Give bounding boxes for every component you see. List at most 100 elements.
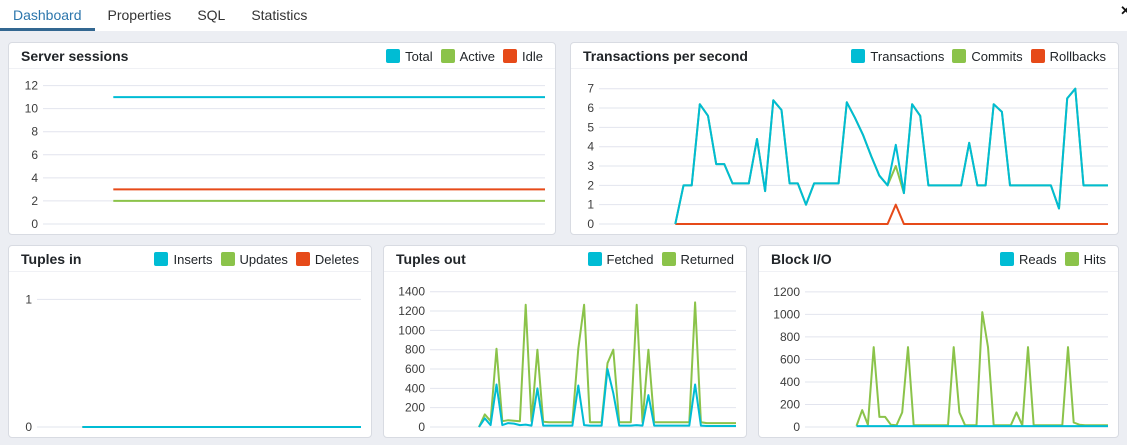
chart-legend: Inserts Updates Deletes: [146, 252, 359, 267]
chart-area-transactions-per-second: 0 1 2 3 4 5 6 7: [571, 69, 1118, 234]
legend-item-inserts: Inserts: [154, 252, 213, 267]
legend-item-fetched: Fetched: [587, 251, 654, 267]
chart-legend: Reads Hits: [992, 252, 1106, 267]
close-icon[interactable]: ✕: [1120, 3, 1127, 18]
panel-title: Server sessions: [21, 48, 129, 64]
svg-text:10: 10: [25, 102, 39, 116]
legend-swatch-icon: [851, 49, 866, 63]
svg-text:0: 0: [25, 420, 32, 434]
chart-legend: Total Active Idle: [378, 49, 543, 64]
svg-text:0: 0: [418, 420, 425, 434]
svg-text:5: 5: [587, 120, 594, 134]
panel-title: Tuples out: [396, 251, 466, 267]
line-chart-svg: 0 2 4 6 8 10 12: [25, 79, 545, 231]
legend-item-total: Total: [386, 48, 433, 64]
legend-label: Returned: [680, 251, 734, 267]
legend-swatch-icon: [220, 252, 235, 266]
panel-server-sessions: Server sessions Total Active Idle 0 2 4 6 8 10 12: [8, 42, 556, 235]
line-chart-svg: 0 200 400 600 800 1000 1200 1400: [398, 285, 736, 434]
legend-item-active: Active: [440, 48, 496, 64]
svg-text:0: 0: [587, 217, 594, 231]
svg-text:800: 800: [780, 330, 800, 344]
legend-item-commits: Commits: [952, 48, 1023, 64]
svg-text:600: 600: [405, 362, 425, 376]
svg-text:1000: 1000: [398, 323, 425, 337]
panel-block-io: Block I/O Reads Hits 0 200 400 600 800 1000 1200: [758, 245, 1119, 438]
panel-transactions-per-second: Transactions per second Transactions Commi…: [570, 42, 1119, 235]
chart-area-server-sessions: 0 2 4 6 8 10 12: [9, 69, 555, 234]
svg-text:6: 6: [587, 101, 594, 115]
svg-text:1000: 1000: [773, 307, 800, 321]
svg-text:400: 400: [780, 375, 800, 389]
panel-title: Transactions per second: [583, 48, 748, 64]
svg-text:200: 200: [405, 401, 425, 415]
panel-header: Block I/O Reads Hits: [759, 246, 1118, 272]
legend-label: Fetched: [606, 251, 654, 267]
legend-item-returned: Returned: [661, 251, 734, 267]
tab-bar: Dashboard Properties SQL Statistics ✕: [0, 0, 1127, 31]
legend-swatch-icon: [295, 252, 310, 266]
legend-item-rollbacks: Rollbacks: [1030, 48, 1106, 64]
legend-label: Updates: [239, 251, 288, 267]
svg-text:2: 2: [31, 194, 38, 208]
svg-text:0: 0: [31, 217, 38, 231]
dashboard-content: Server sessions Total Active Idle 0 2 4 6 8 10 12 T…: [0, 31, 1127, 445]
panel-header: Transactions per second Transactions Commi…: [571, 43, 1118, 69]
svg-text:1200: 1200: [773, 285, 800, 299]
chart-legend: Transactions Commits Rollbacks: [843, 49, 1106, 64]
svg-text:1: 1: [25, 292, 32, 306]
svg-text:2: 2: [587, 178, 594, 192]
svg-text:1400: 1400: [398, 285, 425, 299]
tab-properties[interactable]: Properties: [107, 7, 172, 23]
legend-label: Reads: [1019, 251, 1057, 267]
svg-text:6: 6: [31, 148, 38, 162]
legend-item-transactions: Transactions: [851, 49, 944, 64]
legend-label: Rollbacks: [1049, 48, 1106, 64]
tab-dashboard[interactable]: Dashboard: [0, 0, 95, 31]
svg-text:7: 7: [587, 82, 594, 96]
svg-text:12: 12: [25, 79, 39, 93]
legend-label: Hits: [1083, 251, 1106, 267]
legend-label: Idle: [522, 48, 543, 64]
svg-text:4: 4: [31, 171, 38, 185]
svg-text:4: 4: [587, 140, 594, 154]
legend-item-idle: Idle: [503, 49, 543, 64]
legend-swatch-icon: [386, 49, 401, 63]
legend-item-hits: Hits: [1064, 251, 1106, 267]
tab-sql[interactable]: SQL: [197, 7, 226, 23]
legend-swatch-icon: [587, 252, 602, 266]
legend-label: Active: [459, 48, 496, 64]
svg-text:1200: 1200: [398, 304, 425, 318]
tab-statistics[interactable]: Statistics: [251, 7, 308, 23]
panel-title: Block I/O: [771, 251, 832, 267]
svg-text:0: 0: [793, 420, 800, 434]
legend-swatch-icon: [1064, 252, 1079, 266]
panel-header: Tuples out Fetched Returned: [384, 246, 746, 272]
panel-header: Server sessions Total Active Idle: [9, 43, 555, 69]
legend-label: Transactions: [870, 48, 945, 64]
legend-swatch-icon: [154, 252, 169, 266]
legend-swatch-icon: [503, 49, 518, 63]
svg-text:3: 3: [587, 159, 594, 173]
charts-row-2: Tuples in Inserts Updates Deletes 0 1 Tuples o…: [8, 245, 1119, 438]
legend-swatch-icon: [440, 49, 455, 63]
legend-swatch-icon: [1000, 252, 1015, 266]
svg-text:800: 800: [405, 343, 425, 357]
svg-text:400: 400: [405, 381, 425, 395]
legend-swatch-icon: [661, 252, 676, 266]
line-chart-svg: 0 1 2 3 4 5 6 7: [587, 82, 1108, 231]
panel-header: Tuples in Inserts Updates Deletes: [9, 246, 371, 272]
legend-swatch-icon: [952, 49, 967, 63]
line-chart-svg: 0 200 400 600 800 1000 1200: [773, 285, 1108, 434]
legend-label: Total: [405, 48, 433, 64]
panel-tuples-out: Tuples out Fetched Returned 0 200 400 600 800 10…: [383, 245, 747, 438]
chart-legend: Fetched Returned: [580, 252, 734, 267]
legend-item-updates: Updates: [220, 251, 288, 267]
legend-item-deletes: Deletes: [295, 252, 359, 267]
legend-label: Commits: [971, 48, 1023, 64]
legend-item-reads: Reads: [1000, 252, 1057, 267]
svg-text:1: 1: [587, 198, 594, 212]
svg-text:200: 200: [780, 397, 800, 411]
panel-tuples-in: Tuples in Inserts Updates Deletes 0 1: [8, 245, 372, 438]
